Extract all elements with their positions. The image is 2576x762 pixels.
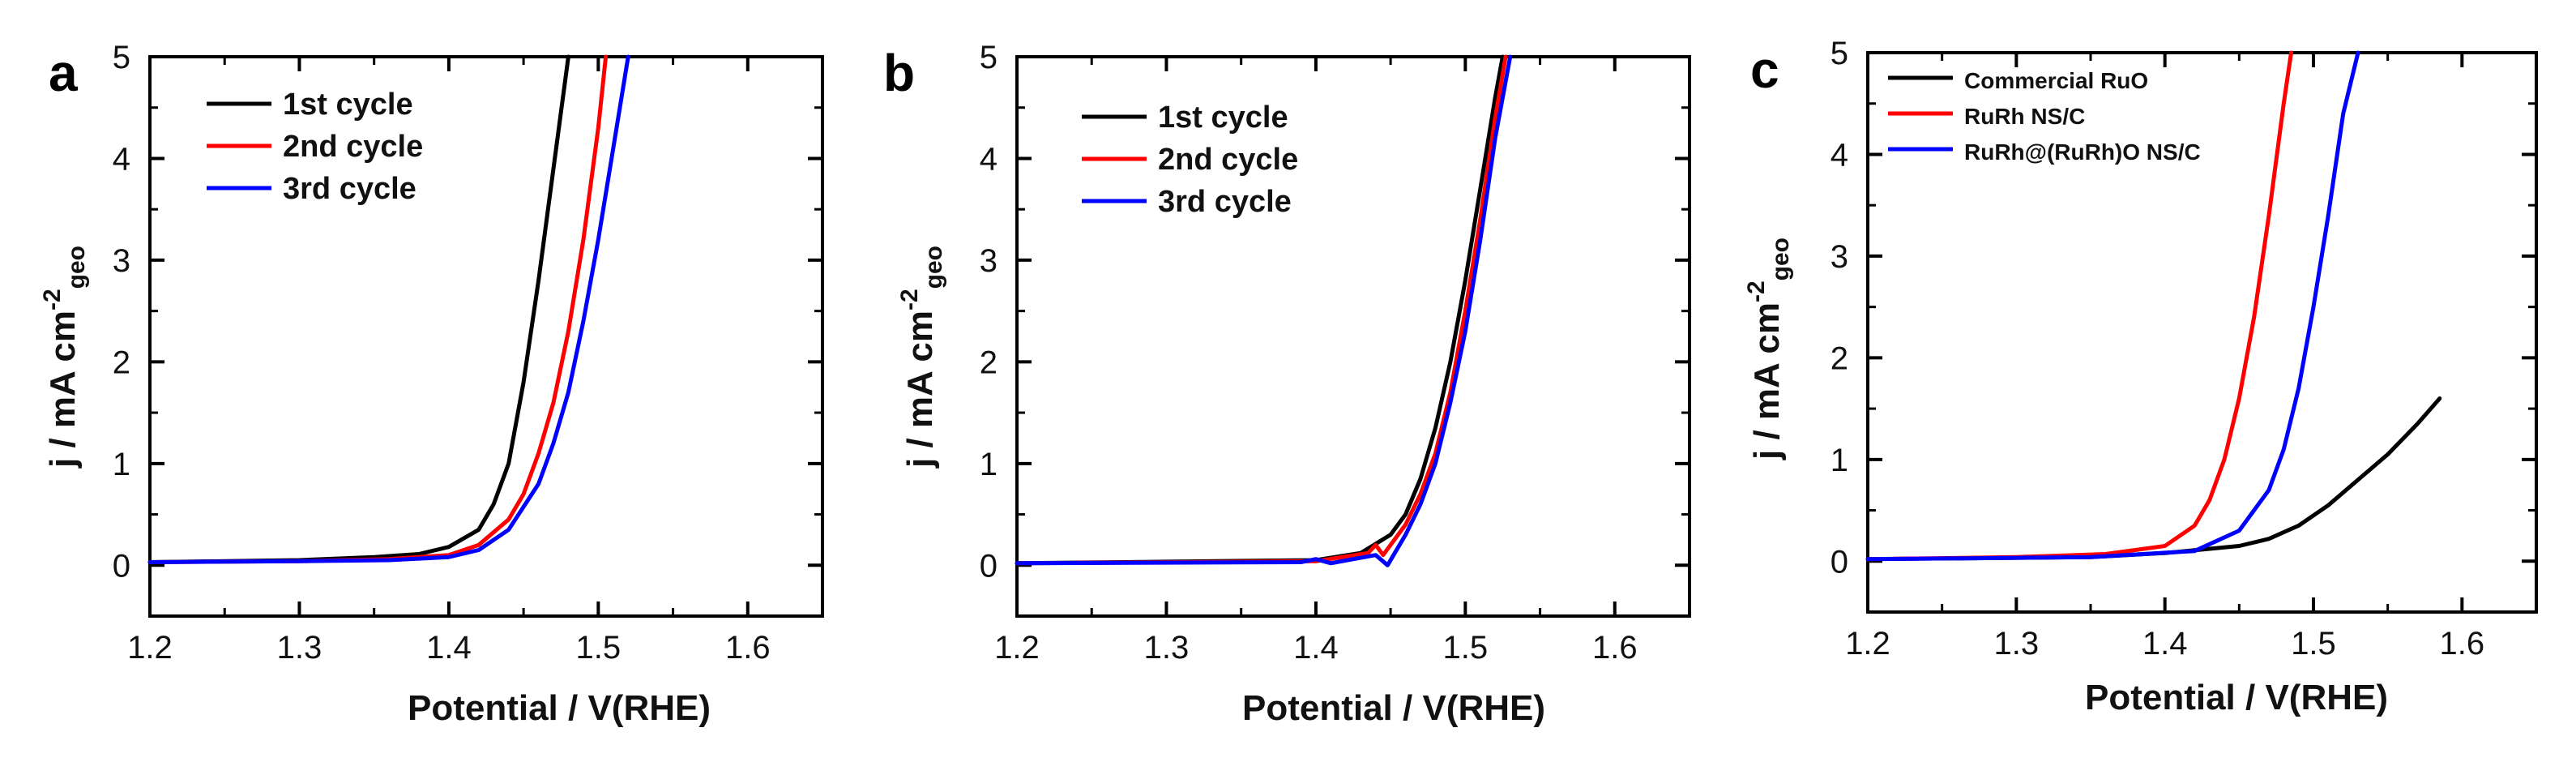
y-tick-label: 5 (113, 40, 130, 75)
y-axis-title: j / mA cm-2geo (896, 246, 947, 469)
plot-frame (148, 55, 824, 618)
y-tick-label: 2 (1831, 340, 1848, 376)
y-tick-label: 5 (1831, 36, 1848, 71)
x-tick-label: 1.6 (725, 630, 771, 666)
data-lines (1865, 50, 2442, 562)
legend: 1st cycle 2nd cycle 3rd cycle (1082, 101, 1298, 219)
y-tick-label: 4 (113, 141, 130, 177)
panel-b: b Potential / V(RHE) j / mA cm-2geo 1.2 1… (883, 40, 1691, 728)
series-line-1 (147, 54, 570, 564)
y-tick-label: 0 (980, 548, 998, 584)
series-line-3 (1865, 50, 2360, 562)
legend-label: 3rd cycle (1158, 185, 1292, 219)
series-line-2 (1015, 54, 1508, 566)
y-tick-label: 2 (113, 345, 130, 380)
x-tick-label: 1.3 (1144, 630, 1190, 666)
x-tick-label: 1.6 (2440, 626, 2485, 661)
y-tick-label: 5 (980, 40, 998, 75)
y-axis-title-sup: -2 (39, 289, 66, 310)
y-axis-title-sub: geo (1767, 238, 1794, 280)
x-axis-title: Potential / V(RHE) (408, 688, 711, 728)
x-tick-label: 1.2 (1845, 626, 1890, 661)
x-tick-label: 1.4 (426, 630, 472, 666)
x-tick-label: 1.3 (277, 630, 323, 666)
y-tick-label: 1 (113, 447, 130, 482)
y-axis-title-sup: -2 (1743, 280, 1770, 302)
plot-frame (1015, 55, 1691, 618)
y-tick-label: 3 (980, 243, 998, 279)
x-axis-title: Potential / V(RHE) (1242, 688, 1545, 728)
y-tick-label: 3 (1831, 239, 1848, 275)
y-axis-title-main: j / mA cm (43, 310, 83, 469)
y-axis-title-sub: geo (921, 246, 947, 289)
y-axis-title: j / mA cm-2geo (1743, 238, 1794, 460)
panel-letter-c: c (1750, 41, 1779, 99)
y-tick-label: 0 (1831, 544, 1848, 580)
axes: 1.2 1.3 1.4 1.5 1.6 0 1 2 3 4 5 (980, 40, 1691, 666)
axes: 1.2 1.3 1.4 1.5 1.6 0 1 2 3 4 5 (1831, 36, 2538, 661)
x-tick-label: 1.5 (2291, 626, 2336, 661)
y-tick-label: 1 (980, 447, 998, 482)
x-tick-label: 1.2 (127, 630, 173, 666)
x-tick-label: 1.6 (1592, 630, 1638, 666)
y-axis-title: j / mA cm-2geo (39, 246, 90, 469)
y-axis-title-sup: -2 (896, 289, 923, 310)
panel-c: c Potential / V(RHE) j / mA cm-2geo 1.2 1… (1743, 36, 2538, 717)
axes: 1.2 1.3 1.4 1.5 1.6 0 1 2 3 4 5 (113, 40, 824, 666)
y-tick-label: 1 (1831, 443, 1848, 478)
panel-letter-b: b (883, 44, 915, 102)
data-lines (1015, 54, 1513, 567)
series-line-2 (1865, 50, 2293, 562)
x-axis-title: Potential / V(RHE) (2085, 678, 2388, 717)
y-axis-title-main: j / mA cm (900, 310, 940, 469)
panel-a: a Potential / V(RHE) j / mA cm-2geo 1.2 1… (39, 40, 824, 728)
x-tick-label: 1.4 (1293, 630, 1339, 666)
legend-label: Commercial RuO (1964, 68, 2148, 93)
panel-letter-a: a (49, 44, 78, 102)
legend-label: 1st cycle (283, 88, 413, 122)
y-axis-title-main: j / mA cm (1747, 302, 1787, 460)
legend-label: RuRh@(RuRh)O NS/C (1964, 139, 2201, 165)
legend-label: 3rd cycle (283, 172, 417, 206)
series-line-1 (1865, 396, 2442, 562)
y-tick-label: 2 (980, 345, 998, 380)
x-tick-label: 1.5 (1443, 630, 1489, 666)
x-tick-label: 1.2 (994, 630, 1040, 666)
legend-label: RuRh NS/C (1964, 104, 2085, 129)
y-tick-label: 0 (113, 548, 130, 584)
legend: 1st cycle 2nd cycle 3rd cycle (207, 88, 423, 206)
y-tick-label: 4 (1831, 137, 1848, 173)
series-line-3 (1015, 54, 1513, 567)
x-tick-label: 1.3 (1994, 626, 2040, 661)
series-line-3 (147, 54, 630, 564)
legend-label: 2nd cycle (283, 130, 423, 164)
y-axis-title-sub: geo (63, 246, 90, 289)
x-tick-label: 1.4 (2142, 626, 2188, 661)
y-tick-label: 4 (980, 141, 998, 177)
x-tick-label: 1.5 (576, 630, 622, 666)
legend-label: 2nd cycle (1158, 143, 1298, 177)
legend-label: 1st cycle (1158, 101, 1288, 135)
y-tick-label: 3 (113, 243, 130, 279)
legend: Commercial RuO RuRh NS/C RuRh@(RuRh)O NS/C (1888, 68, 2201, 165)
data-lines (147, 54, 630, 564)
plot-frame (1866, 51, 2538, 614)
